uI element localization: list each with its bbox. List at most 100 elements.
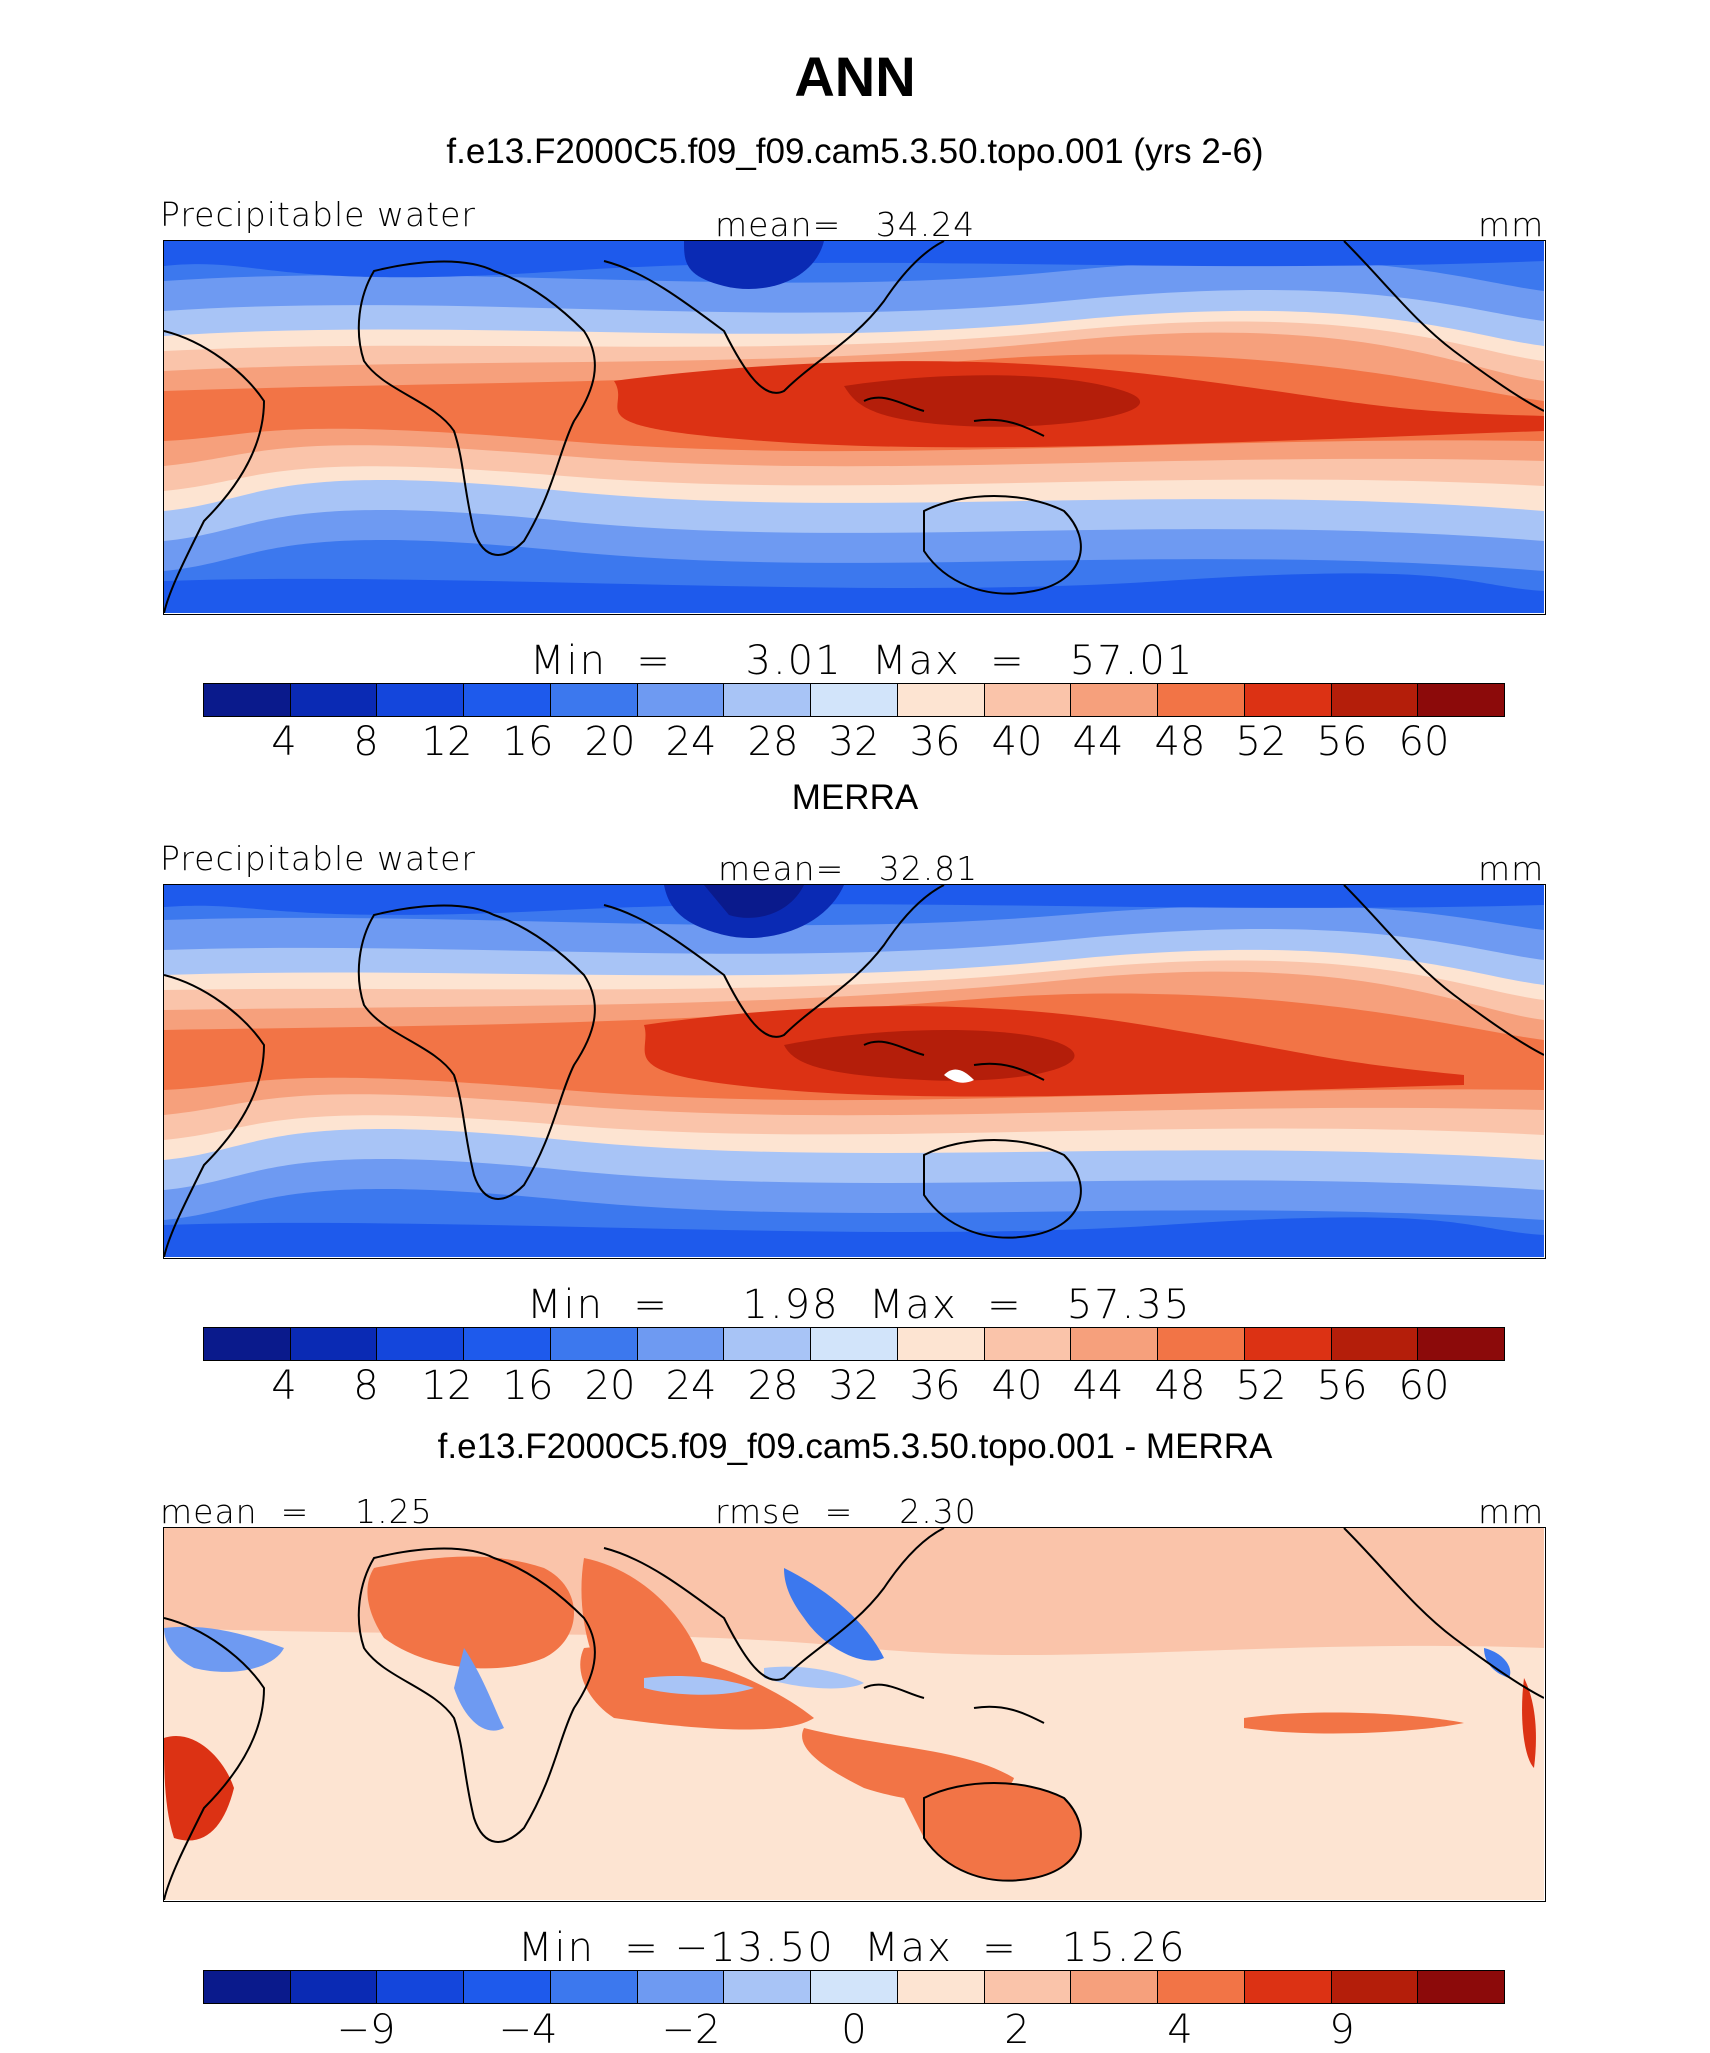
panel-1-tick-label: 48 (1154, 719, 1206, 765)
colorbar-swatch (724, 1328, 812, 1360)
panel-3-min-max: Min = −13.50 Max = 15.26 (518, 1925, 1187, 1971)
panel-3-tick-label: −4 (498, 2007, 558, 2053)
colorbar-swatch (290, 1328, 378, 1360)
colorbar-swatch (1071, 684, 1159, 716)
panel-1-tick-label: 20 (584, 719, 636, 765)
panel-3-tick-label: −9 (336, 2007, 396, 2053)
panel-2-tick-label: 8 (353, 1363, 379, 1409)
panel-2-tick-label: 36 (909, 1363, 961, 1409)
colorbar-swatch (550, 1328, 638, 1360)
panel-2-tick-label: 48 (1154, 1363, 1206, 1409)
panel-2-tick-label: 28 (747, 1363, 799, 1409)
colorbar-swatch (464, 1971, 551, 2003)
panel-2-tick-label: 20 (584, 1363, 636, 1409)
panel-2-tick-label: 60 (1398, 1363, 1450, 1409)
colorbar-swatch (550, 1971, 638, 2003)
colorbar-swatch (1158, 1971, 1245, 2003)
colorbar-swatch (464, 1328, 551, 1360)
colorbar-swatch (984, 684, 1072, 716)
panel-1-tick-label: 32 (828, 719, 880, 765)
panel-2-tick-label: 44 (1072, 1363, 1124, 1409)
panel-1-tick-label: 12 (421, 719, 473, 765)
colorbar-swatch (724, 1971, 812, 2003)
panel-2-tick-label: 32 (828, 1363, 880, 1409)
panel-1-mean-label: mean= 34.24 (715, 205, 976, 244)
colorbar-swatch (984, 1971, 1072, 2003)
colorbar-swatch (1158, 684, 1245, 716)
colorbar-swatch (637, 1328, 725, 1360)
panel-1-colorbar (203, 683, 1505, 717)
panel-2-min-max: Min = 1.98 Max = 57.35 (527, 1282, 1192, 1328)
colorbar-swatch (377, 1328, 465, 1360)
colorbar-swatch (1244, 1971, 1332, 2003)
main-title: ANN (794, 45, 916, 108)
panel-3-rmse-label: rmse = 2.30 (715, 1492, 977, 1531)
colorbar-swatch (377, 1971, 465, 2003)
panel-1-min-max: Min = 3.01 Max = 57.01 (530, 638, 1195, 684)
panel-1-tick-label: 24 (665, 719, 717, 765)
colorbar-swatch (1244, 1328, 1332, 1360)
colorbar-swatch (377, 684, 465, 716)
panel-1-tick-label: 60 (1398, 719, 1450, 765)
panel-2-tick-label: 16 (502, 1363, 554, 1409)
panel-2-tick-label: 4 (271, 1363, 297, 1409)
panel-3-tick-label: 2 (1004, 2007, 1030, 2053)
colorbar-swatch (724, 684, 812, 716)
panel-1-tick-label: 28 (747, 719, 799, 765)
panel-2-tick-label: 52 (1235, 1363, 1287, 1409)
colorbar-swatch (984, 1328, 1072, 1360)
colorbar-swatch (1071, 1328, 1159, 1360)
panel-3-colorbar (203, 1970, 1505, 2004)
panel-2-units-label: mm (1478, 849, 1545, 888)
panel-3-tick-label: −2 (661, 2007, 721, 2053)
panel-2-tick-label: 12 (421, 1363, 473, 1409)
panel-1-tick-label: 4 (271, 719, 297, 765)
panel-1-tick-label: 16 (502, 719, 554, 765)
panel-1-title: f.e13.F2000C5.f09_f09.cam5.3.50.topo.001… (446, 132, 1264, 171)
panel-2-map (163, 884, 1546, 1259)
colorbar-swatch (897, 684, 985, 716)
panel-3-tick-label: 0 (841, 2007, 867, 2053)
panel-2-colorbar (203, 1327, 1505, 1361)
panel-3-tick-label: 4 (1167, 2007, 1193, 2053)
panel-2-tick-label: 56 (1316, 1363, 1368, 1409)
colorbar-swatch (897, 1971, 985, 2003)
colorbar-swatch (1418, 1328, 1505, 1360)
colorbar-swatch (290, 684, 378, 716)
panel-2-title: MERRA (791, 778, 919, 817)
panel-2-variable-label: Precipitable water (160, 839, 476, 878)
colorbar-swatch (637, 1971, 725, 2003)
colorbar-swatch (1418, 1971, 1505, 2003)
panel-3-mean-label: mean = 1.25 (160, 1492, 433, 1531)
colorbar-swatch (637, 684, 725, 716)
colorbar-swatch (1158, 1328, 1245, 1360)
panel-1-tick-label: 36 (909, 719, 961, 765)
colorbar-swatch (1418, 684, 1505, 716)
panel-1-tick-label: 8 (353, 719, 379, 765)
colorbar-swatch (1331, 1971, 1419, 2003)
colorbar-swatch (811, 1971, 898, 2003)
panel-2-tick-label: 40 (991, 1363, 1043, 1409)
panel-3-units-label: mm (1478, 1492, 1545, 1531)
panel-3-tick-label: 9 (1329, 2007, 1355, 2053)
colorbar-swatch (204, 684, 291, 716)
panel-1-tick-label: 52 (1235, 719, 1287, 765)
colorbar-swatch (204, 1328, 291, 1360)
colorbar-swatch (1331, 684, 1419, 716)
colorbar-swatch (1071, 1971, 1159, 2003)
panel-1-tick-label: 44 (1072, 719, 1124, 765)
panel-1-tick-label: 56 (1316, 719, 1368, 765)
panel-1-map (163, 240, 1546, 615)
panel-1-tick-label: 40 (991, 719, 1043, 765)
colorbar-swatch (550, 684, 638, 716)
panel-2-mean-label: mean= 32.81 (718, 849, 979, 888)
colorbar-swatch (897, 1328, 985, 1360)
colorbar-swatch (204, 1971, 291, 2003)
colorbar-swatch (811, 1328, 898, 1360)
colorbar-swatch (290, 1971, 378, 2003)
panel-3-map (163, 1527, 1546, 1902)
panel-3-title: f.e13.F2000C5.f09_f09.cam5.3.50.topo.001… (437, 1427, 1273, 1466)
colorbar-swatch (1331, 1328, 1419, 1360)
panel-1-variable-label: Precipitable water (160, 195, 476, 234)
colorbar-swatch (811, 684, 898, 716)
